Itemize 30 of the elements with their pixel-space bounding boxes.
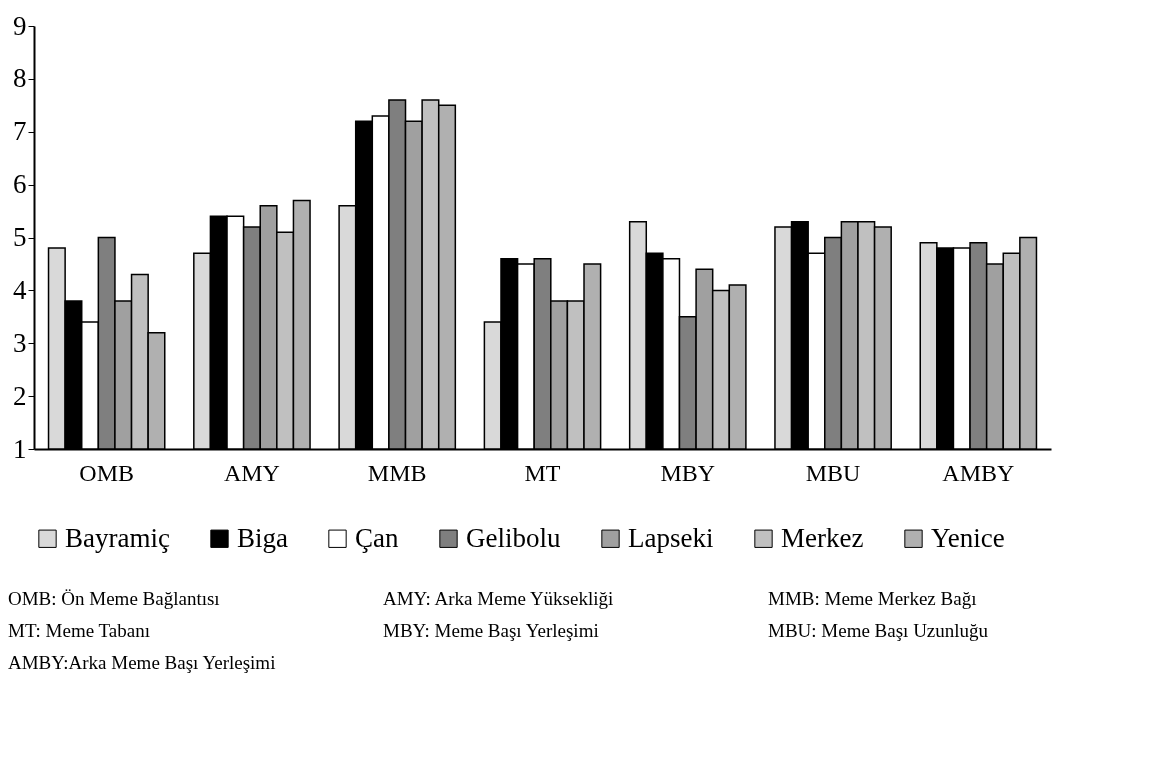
legend-label: Yenice: [931, 522, 1005, 553]
text: MMB: Meme Merkez Bağı: [768, 588, 978, 610]
legend-label: Çan: [355, 522, 399, 553]
text: OMB: Ön Meme Bağlantısı: [8, 588, 221, 610]
y-tick-label: 9: [13, 10, 27, 41]
legend-label: Bayramiç: [65, 522, 170, 553]
y-tick-label: 2: [13, 380, 27, 411]
y-tick-label: 8: [13, 63, 27, 94]
x-tick-label: MMB: [367, 459, 427, 486]
legend-label: Gelibolu: [466, 522, 561, 553]
x-tick-label: OMB: [79, 459, 134, 486]
y-tick-label: 4: [13, 274, 27, 305]
y-tick-label: 1: [13, 433, 27, 464]
y-tick-label: 6: [13, 169, 27, 200]
legend-label: Merkez: [781, 522, 864, 553]
text: MBY: Meme Başı Yerleşimi: [383, 620, 600, 642]
text: MT: Meme Tabanı: [8, 620, 151, 642]
legend-label: Lapseki: [628, 522, 714, 553]
x-tick-label: MBY: [660, 459, 716, 486]
text: AMBY:Arka Meme Başı Yerleşimi: [8, 652, 277, 674]
x-tick-label: AMBY: [942, 459, 1015, 486]
y-tick-label: 5: [13, 222, 27, 252]
y-tick-label: 3: [13, 327, 27, 358]
x-tick-label: MBU: [805, 459, 861, 486]
x-tick-label: MT: [524, 459, 561, 486]
text: AMY: Arka Meme Yüksekliği: [383, 588, 615, 610]
y-tick-label: 7: [13, 116, 27, 147]
legend-label: Biga: [237, 522, 289, 553]
text: MBU: Meme Başı Uzunluğu: [768, 620, 990, 642]
x-tick-label: AMY: [223, 459, 280, 486]
